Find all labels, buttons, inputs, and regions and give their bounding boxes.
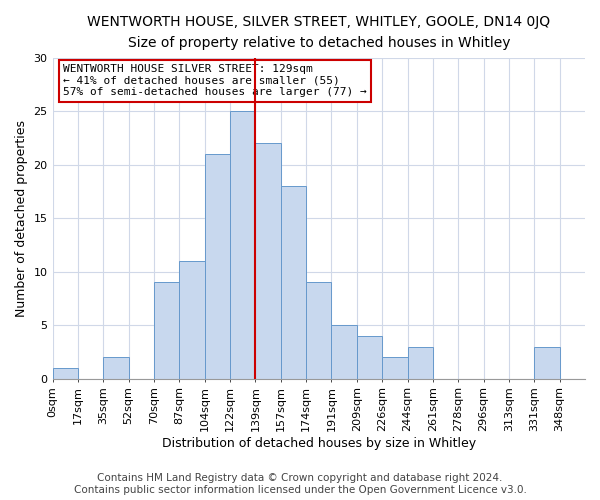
Bar [256, 144, 281, 378]
Bar [281, 186, 306, 378]
Bar [53, 368, 78, 378]
Text: Contains HM Land Registry data © Crown copyright and database right 2024.
Contai: Contains HM Land Registry data © Crown c… [74, 474, 526, 495]
Bar [331, 325, 357, 378]
Bar [103, 358, 128, 378]
Bar [534, 346, 560, 378]
Bar [205, 154, 230, 378]
Bar [230, 111, 256, 378]
Y-axis label: Number of detached properties: Number of detached properties [15, 120, 28, 316]
Bar [357, 336, 382, 378]
Bar [382, 358, 407, 378]
Bar [306, 282, 331, 378]
Text: WENTWORTH HOUSE SILVER STREET: 129sqm
← 41% of detached houses are smaller (55)
: WENTWORTH HOUSE SILVER STREET: 129sqm ← … [63, 64, 367, 98]
X-axis label: Distribution of detached houses by size in Whitley: Distribution of detached houses by size … [162, 437, 476, 450]
Bar [407, 346, 433, 378]
Bar [179, 261, 205, 378]
Bar [154, 282, 179, 378]
Title: WENTWORTH HOUSE, SILVER STREET, WHITLEY, GOOLE, DN14 0JQ
Size of property relati: WENTWORTH HOUSE, SILVER STREET, WHITLEY,… [87, 15, 550, 50]
